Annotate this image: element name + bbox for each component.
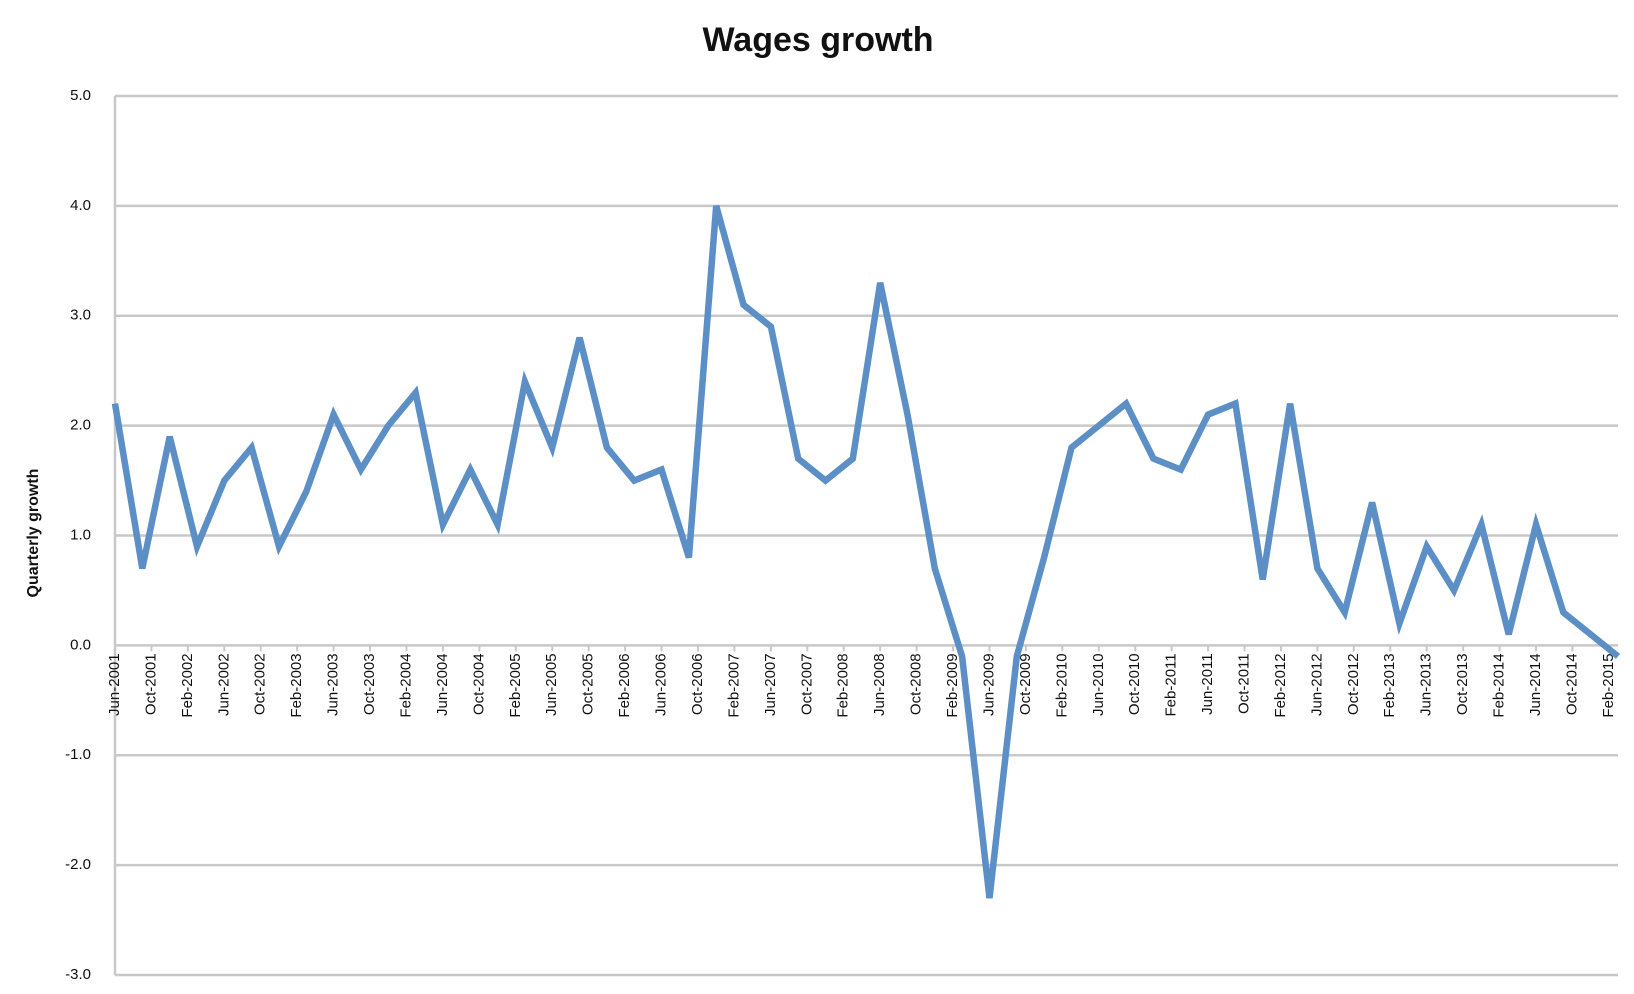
x-tick-label: Jun-2003 bbox=[325, 653, 342, 716]
data-line bbox=[111, 205, 1621, 899]
x-tick-label: Jun-2001 bbox=[106, 653, 123, 716]
chart-title: Wages growth bbox=[702, 21, 933, 59]
x-tick-label: Jun-2005 bbox=[543, 653, 560, 716]
x-tick-label: Jun-2004 bbox=[434, 653, 451, 716]
x-tick-label: Oct-2011 bbox=[1235, 653, 1252, 714]
y-axis-label: Quarterly growth bbox=[25, 469, 42, 598]
y-tick-label: -1.0 bbox=[65, 746, 91, 763]
y-tick-label: 3.0 bbox=[70, 307, 91, 324]
x-tick-label: Feb-2006 bbox=[616, 653, 633, 717]
x-tick-label: Jun-2012 bbox=[1308, 653, 1325, 716]
x-tick-label: Feb-2013 bbox=[1381, 653, 1398, 717]
x-tick-label: Feb-2007 bbox=[725, 653, 742, 717]
x-tick-label: Feb-2011 bbox=[1163, 653, 1180, 716]
x-tick-label: Feb-2005 bbox=[507, 653, 524, 717]
x-tick-label: Feb-2004 bbox=[397, 653, 414, 717]
x-tick-label: Jun-2014 bbox=[1527, 653, 1544, 716]
x-tick-label: Feb-2008 bbox=[835, 653, 852, 717]
y-tick-label: -2.0 bbox=[65, 856, 91, 873]
y-tick-label: 4.0 bbox=[70, 197, 91, 214]
x-tick-label: Oct-2013 bbox=[1454, 653, 1471, 715]
x-tick-label: Oct-2014 bbox=[1563, 653, 1580, 715]
x-tick-label: Oct-2004 bbox=[470, 653, 487, 715]
x-tick-label: Feb-2009 bbox=[944, 653, 961, 717]
x-tick-label: Oct-2008 bbox=[908, 653, 925, 715]
x-tick-label: Oct-2010 bbox=[1126, 653, 1143, 715]
x-tick-label: Jun-2002 bbox=[215, 653, 232, 716]
x-tick-label: Jun-2010 bbox=[1090, 653, 1107, 716]
x-tick-label: Jun-2008 bbox=[871, 653, 888, 716]
x-tick-label: Oct-2006 bbox=[689, 653, 706, 715]
x-tick-label: Jun-2011 bbox=[1199, 653, 1216, 714]
x-tick-label: Jun-2013 bbox=[1418, 653, 1435, 716]
x-tick-label: Feb-2010 bbox=[1053, 653, 1070, 717]
x-tick-label: Oct-2001 bbox=[142, 653, 159, 715]
x-tick-label: Oct-2005 bbox=[580, 653, 597, 715]
x-tick-label: Jun-2007 bbox=[762, 653, 779, 716]
x-tick-label: Feb-2002 bbox=[179, 653, 196, 717]
x-tick-label: Feb-2003 bbox=[288, 653, 305, 717]
x-tick-label: Oct-2009 bbox=[1017, 653, 1034, 715]
x-tick-label: Feb-2012 bbox=[1272, 653, 1289, 717]
y-tick-label: 2.0 bbox=[70, 417, 91, 434]
x-tick-label: Jun-2009 bbox=[980, 653, 997, 716]
x-tick-label: Oct-2003 bbox=[361, 653, 378, 715]
x-tick-label: Feb-2014 bbox=[1491, 653, 1508, 717]
x-tick-label: Oct-2002 bbox=[252, 653, 269, 715]
y-tick-label: 5.0 bbox=[70, 87, 91, 104]
y-tick-label: 0.0 bbox=[70, 636, 91, 653]
x-tick-label: Jun-2006 bbox=[653, 653, 670, 716]
x-tick-label: Oct-2007 bbox=[798, 653, 815, 715]
x-tick-label: Feb-2015 bbox=[1600, 653, 1617, 717]
y-tick-label: -3.0 bbox=[65, 966, 91, 983]
y-tick-label: 1.0 bbox=[70, 526, 91, 543]
x-tick-label: Oct-2012 bbox=[1345, 653, 1362, 715]
